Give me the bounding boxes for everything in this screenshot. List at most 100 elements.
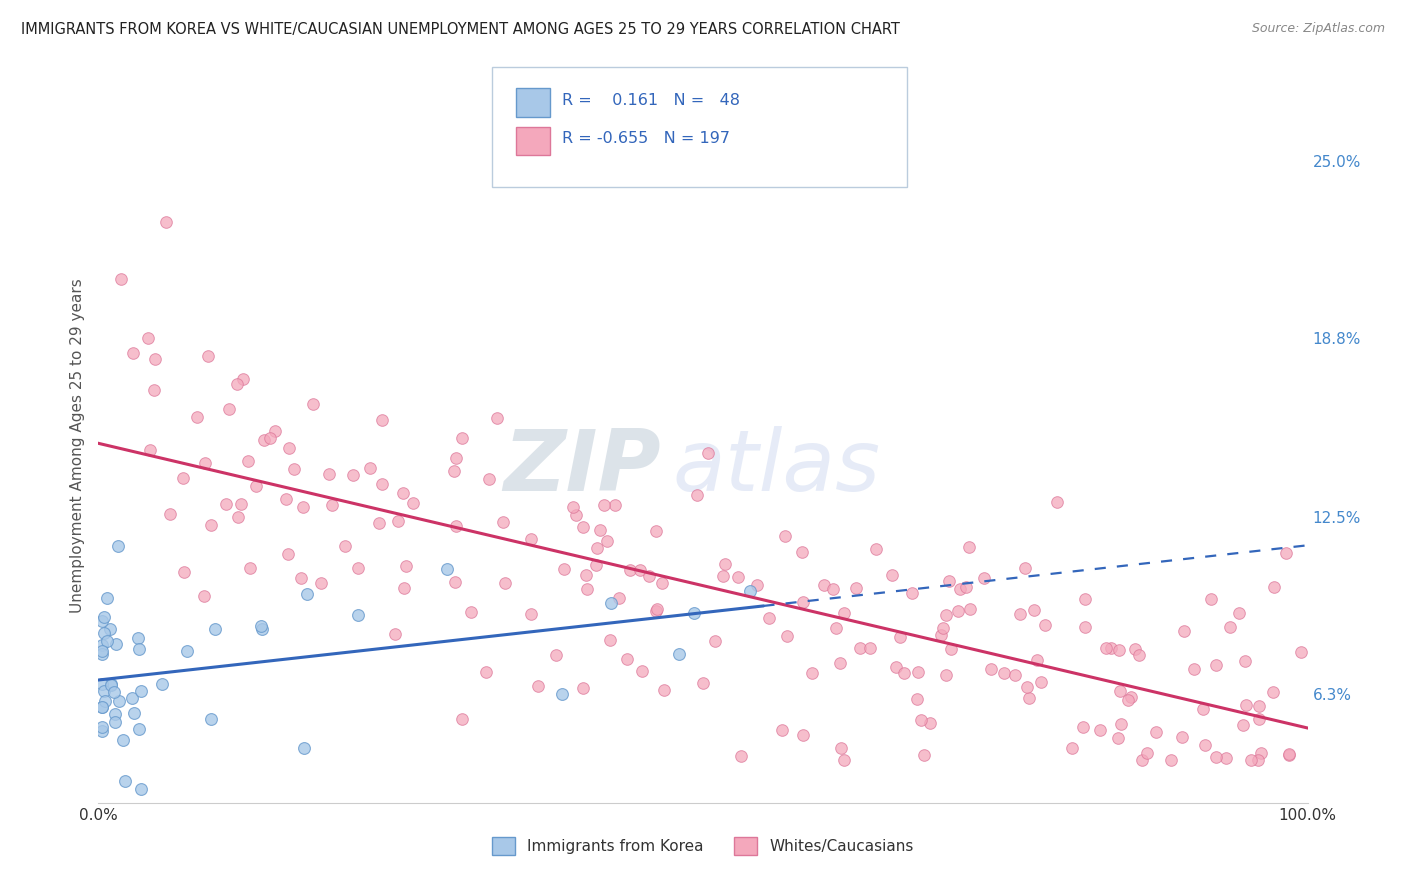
Point: [605, 498, 627, 512]
Point: [686, 488, 709, 502]
Point: [143, 383, 166, 397]
Point: [1263, 685, 1285, 699]
Point: [93, 683, 115, 698]
Point: [342, 468, 364, 483]
Point: [1108, 643, 1130, 657]
Point: [830, 740, 852, 755]
Point: [616, 652, 638, 666]
Point: [1191, 702, 1213, 716]
Point: [200, 712, 222, 726]
Point: [1025, 652, 1047, 666]
Point: [371, 477, 394, 491]
Text: Source: ZipAtlas.com: Source: ZipAtlas.com: [1251, 22, 1385, 36]
Y-axis label: Unemployment Among Ages 25 to 29 years: Unemployment Among Ages 25 to 29 years: [69, 278, 84, 614]
Point: [253, 433, 276, 447]
Point: [333, 540, 356, 554]
Point: [107, 539, 129, 553]
Point: [91, 648, 114, 662]
Point: [98, 622, 121, 636]
Point: [828, 656, 851, 670]
Point: [292, 500, 315, 514]
Point: [1232, 717, 1254, 731]
Point: [94, 694, 117, 708]
Point: [600, 596, 623, 610]
Point: [1173, 624, 1195, 638]
Point: [91, 614, 114, 628]
Point: [845, 581, 868, 595]
Point: [1182, 662, 1205, 676]
Point: [492, 515, 515, 529]
Point: [832, 606, 855, 620]
Point: [880, 567, 903, 582]
Point: [571, 681, 593, 695]
Point: [391, 485, 413, 500]
Point: [1160, 753, 1182, 767]
Point: [1094, 641, 1116, 656]
Point: [309, 576, 332, 591]
Point: [384, 627, 406, 641]
Point: [93, 626, 115, 640]
Point: [652, 682, 675, 697]
Point: [1116, 693, 1139, 707]
Point: [450, 431, 472, 445]
Point: [565, 508, 588, 523]
Point: [576, 582, 599, 597]
Point: [1015, 680, 1038, 694]
Point: [436, 562, 458, 576]
Point: [637, 568, 659, 582]
Point: [204, 622, 226, 636]
Point: [832, 753, 855, 767]
Point: [1234, 654, 1257, 668]
Point: [121, 691, 143, 706]
Point: [747, 578, 769, 592]
Point: [859, 641, 882, 656]
Point: [607, 591, 630, 606]
Point: [914, 748, 936, 763]
Point: [551, 687, 574, 701]
Point: [347, 561, 370, 575]
Point: [907, 665, 929, 680]
Point: [100, 677, 122, 691]
Point: [114, 774, 136, 789]
Text: R = -0.655   N = 197: R = -0.655 N = 197: [562, 131, 730, 146]
Point: [918, 715, 941, 730]
Point: [848, 641, 870, 656]
Point: [935, 608, 957, 623]
Point: [585, 558, 607, 573]
Point: [302, 397, 325, 411]
Point: [194, 456, 217, 470]
Point: [159, 508, 181, 522]
Point: [225, 377, 247, 392]
Point: [443, 463, 465, 477]
Point: [957, 540, 980, 554]
Point: [714, 557, 737, 571]
Point: [394, 581, 416, 595]
Point: [993, 665, 1015, 680]
Point: [485, 411, 508, 425]
Point: [150, 677, 173, 691]
Point: [155, 215, 177, 229]
Point: [277, 547, 299, 561]
Point: [727, 570, 749, 584]
Point: [129, 684, 152, 698]
Point: [110, 272, 132, 286]
Point: [910, 713, 932, 727]
Point: [1201, 591, 1223, 606]
Point: [215, 497, 238, 511]
Point: [172, 471, 194, 485]
Point: [575, 567, 598, 582]
Point: [946, 603, 969, 617]
Point: [949, 582, 972, 596]
Point: [884, 660, 907, 674]
Point: [929, 628, 952, 642]
Point: [193, 590, 215, 604]
Point: [932, 621, 955, 635]
Point: [1010, 607, 1032, 622]
Point: [821, 582, 844, 597]
Point: [186, 410, 208, 425]
Point: [938, 574, 960, 589]
Point: [801, 665, 824, 680]
Point: [935, 667, 957, 681]
Point: [321, 498, 343, 512]
Point: [226, 509, 249, 524]
